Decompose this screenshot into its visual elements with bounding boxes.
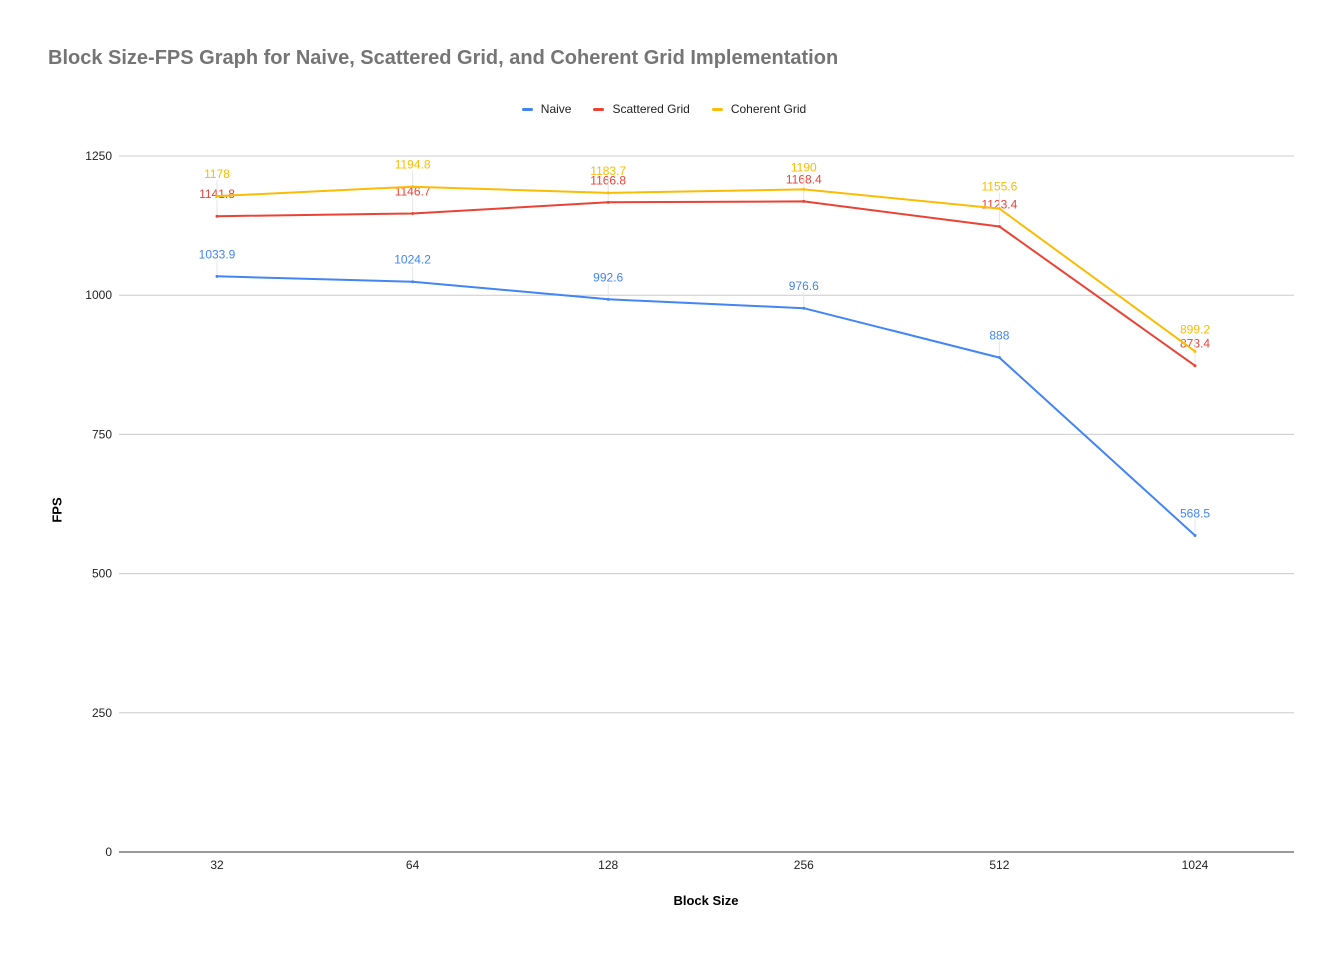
y-tick-label: 250 [92,706,112,720]
x-tick-label: 32 [210,858,224,872]
data-point-coherent-grid [215,194,219,198]
legend-swatch-naive [521,107,533,111]
data-point-scattered-grid [802,199,806,203]
data-point-naive [215,274,219,278]
x-tick-label: 128 [598,858,618,872]
data-point-coherent-grid [997,207,1001,211]
data-point-naive [1193,533,1197,537]
data-point-coherent-grid [411,185,415,189]
data-point-scattered-grid [997,224,1001,228]
data-point-naive [411,280,415,284]
data-point-scattered-grid [215,214,219,218]
legend-item-naive[interactable]: Naive [518,102,572,116]
x-tick-label: 512 [989,858,1009,872]
y-axis-title: FPS [49,497,65,523]
legend-item-scattered-grid[interactable]: Scattered Grid [589,102,690,116]
data-label-scattered-grid: 1141.8 [199,187,235,201]
data-point-naive [606,297,610,301]
legend-swatch-scattered-grid [593,107,605,111]
legend-label-naive: Naive [540,102,572,116]
data-point-scattered-grid [1193,364,1197,368]
data-point-coherent-grid [1193,349,1197,353]
data-point-scattered-grid [606,200,610,204]
x-tick-label: 1024 [1182,858,1209,872]
data-label-naive: 888 [989,329,1009,343]
legend-label-scattered-grid: Scattered Grid [612,102,690,116]
data-label-coherent-grid: 1194.8 [395,158,431,172]
x-tick-label: 256 [794,858,814,872]
y-tick-label: 500 [92,567,112,581]
data-label-naive: 1024.2 [394,253,431,267]
data-label-coherent-grid: 1183.7 [590,164,626,178]
x-tick-label: 64 [406,858,420,872]
data-label-coherent-grid: 899.2 [1180,322,1210,336]
data-point-coherent-grid [802,187,806,191]
series-line-coherent-grid [216,185,1196,353]
y-tick-label: 1250 [85,149,112,163]
y-tick-label: 0 [105,845,112,859]
legend-label-coherent-grid: Coherent Grid [730,102,807,116]
series-line-naive [216,275,1196,537]
data-label-naive: 976.6 [789,279,819,293]
chart-title: Block Size-FPS Graph for Naive, Scattere… [48,47,839,69]
data-label-naive: 1033.9 [199,247,236,261]
series-line-scattered-grid [216,200,1196,367]
data-point-coherent-grid [606,191,610,195]
data-label-naive: 568.5 [1180,506,1210,520]
legend-item-coherent-grid[interactable]: Coherent Grid [708,102,806,116]
x-axis-title: Block Size [673,893,739,908]
data-label-coherent-grid: 1190 [791,160,817,174]
data-label-naive: 992.6 [593,270,623,284]
data-point-naive [802,306,806,310]
legend-swatch-coherent-grid [711,107,723,111]
data-label-coherent-grid: 1178 [204,167,230,181]
data-point-naive [997,356,1001,360]
y-tick-label: 750 [92,427,112,441]
y-tick-label: 1000 [85,288,112,302]
data-point-scattered-grid [411,212,415,216]
data-label-coherent-grid: 1155.6 [981,180,1017,194]
legend: Naive Scattered Grid Coherent Grid [0,102,1342,116]
